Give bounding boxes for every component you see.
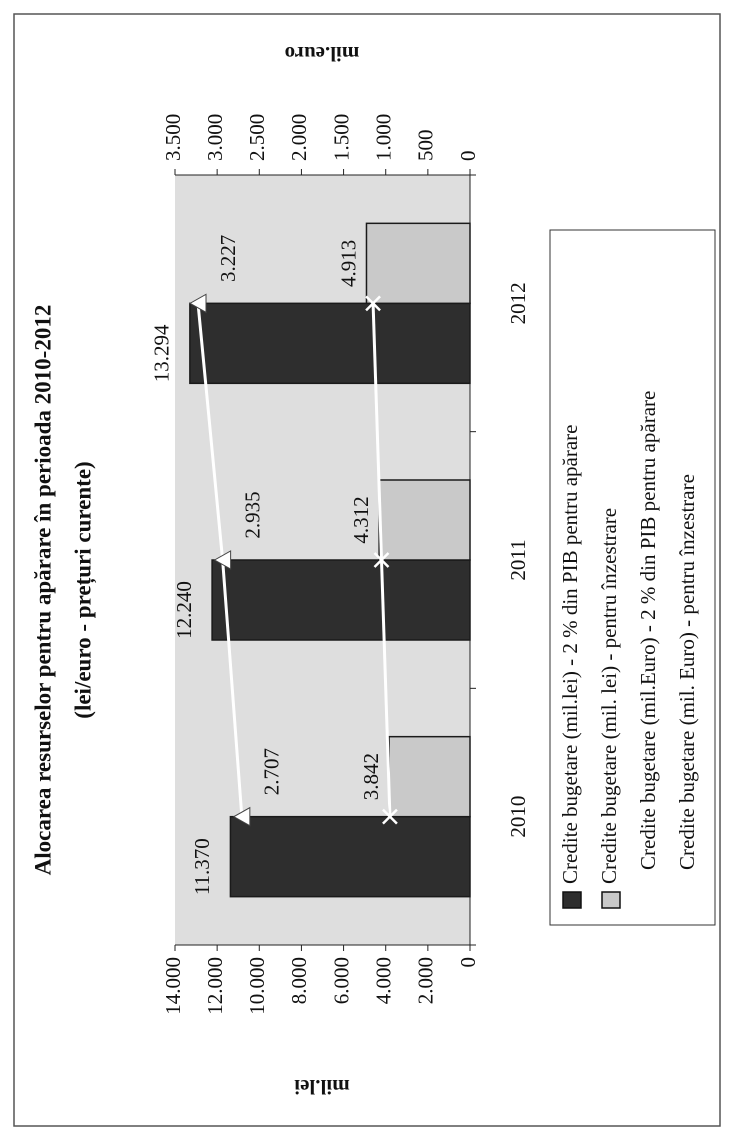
y-tick-label: 4.000 xyxy=(372,957,396,1004)
y-tick-label: 14.000 xyxy=(161,957,185,1015)
bar xyxy=(189,302,471,385)
y-tick-label: 6.000 xyxy=(329,957,353,1004)
marker xyxy=(382,808,398,825)
legend-label: Credite bugetare (mil. Euro) - pentru în… xyxy=(675,474,699,870)
chart-subtitle: (lei/euro - prețuri curente) xyxy=(70,461,96,718)
y-tick-label: 0 xyxy=(456,957,480,968)
x-tick-label: 2012 xyxy=(506,282,530,324)
y2-tick-label: 1.500 xyxy=(329,114,353,161)
chart-title: Alocarea resurselor pentru apărare în pe… xyxy=(30,305,55,876)
data-label: 2.707 xyxy=(260,748,284,795)
y2-tick-label: 2.000 xyxy=(287,114,311,161)
y2-tick-label: 500 xyxy=(414,130,438,162)
y-tick-label: 12.000 xyxy=(203,957,227,1015)
bar xyxy=(388,735,471,818)
marker xyxy=(188,293,207,314)
x-tick-label: 2011 xyxy=(506,539,530,580)
legend-swatch xyxy=(562,891,582,909)
legend-label: Credite bugetare (mil.Euro) - 2 % din PI… xyxy=(636,391,660,870)
data-label: 3.227 xyxy=(216,235,240,282)
bar xyxy=(211,559,471,641)
y-tick-label: 2.000 xyxy=(414,957,438,1004)
data-label: 12.240 xyxy=(172,581,196,639)
y2-axis-label: mil.euro xyxy=(285,42,360,66)
y-tick-label: 8.000 xyxy=(287,957,311,1004)
legend-swatch xyxy=(601,891,621,909)
chart-frame: Alocarea resurselor pentru apărare în pe… xyxy=(30,42,716,1099)
data-label: 4.913 xyxy=(336,240,360,287)
data-label: 2.935 xyxy=(240,491,264,538)
marker xyxy=(213,550,232,570)
data-label: 4.312 xyxy=(349,496,373,543)
marker xyxy=(232,806,251,827)
legend xyxy=(549,229,716,926)
data-label: 3.842 xyxy=(359,753,383,800)
marker xyxy=(365,295,381,312)
data-label: 13.294 xyxy=(150,324,174,382)
legend-label: Credite bugetare (mil. lei) - pentru înz… xyxy=(597,508,621,884)
y2-tick-label: 1.000 xyxy=(372,114,396,161)
bar xyxy=(229,815,471,898)
data-label: 11.370 xyxy=(190,838,214,895)
y-axis-label: mil.lei xyxy=(294,1075,350,1099)
bar xyxy=(378,479,471,561)
marker xyxy=(373,552,390,568)
y2-tick-label: 3.000 xyxy=(203,114,227,161)
y2-tick-label: 2.500 xyxy=(245,114,269,161)
y2-tick-label: 0 xyxy=(456,151,480,162)
legend-label: Credite bugetare (mil.lei) - 2 % din PIB… xyxy=(558,425,582,885)
y2-tick-label: 3.500 xyxy=(161,114,185,161)
y-tick-label: 10.000 xyxy=(245,957,269,1015)
bar xyxy=(365,222,471,305)
x-tick-label: 2010 xyxy=(506,796,530,838)
